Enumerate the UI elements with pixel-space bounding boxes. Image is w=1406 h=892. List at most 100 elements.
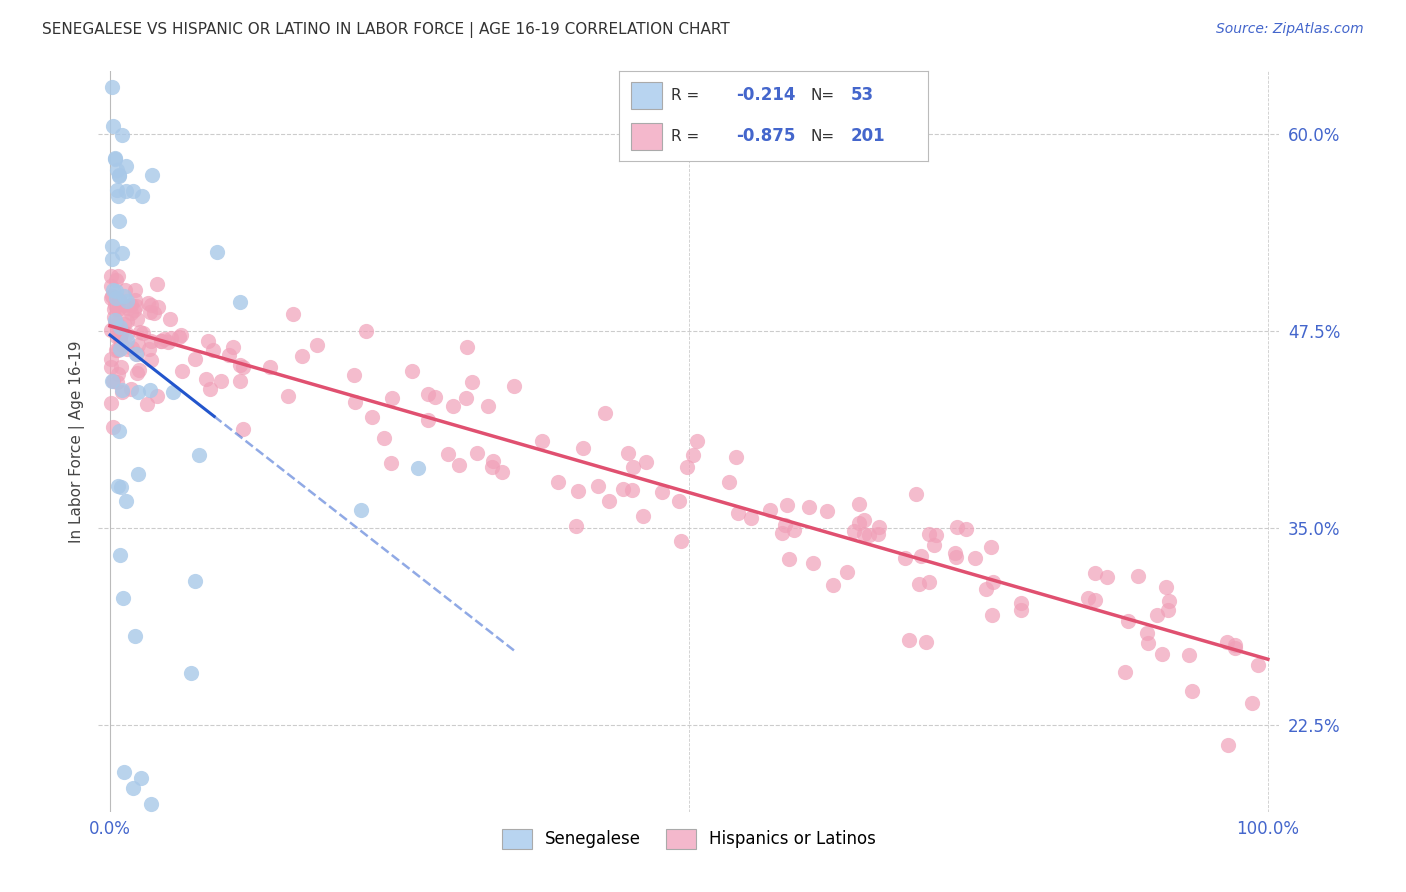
Point <box>835 566 858 580</box>
Point <box>1241 696 1264 710</box>
Point <box>565 519 588 533</box>
Point <box>110 245 132 260</box>
Point <box>778 552 800 566</box>
Point <box>914 635 936 649</box>
Point <box>100 360 122 375</box>
Point <box>138 305 160 319</box>
Point <box>107 301 129 316</box>
Point <box>104 291 127 305</box>
Point <box>229 358 252 372</box>
Point <box>127 366 149 380</box>
Point <box>100 396 122 410</box>
Point <box>595 406 617 420</box>
Point <box>159 312 181 326</box>
Point <box>481 460 503 475</box>
Point <box>115 159 138 173</box>
Point <box>291 349 314 363</box>
Point <box>117 314 139 328</box>
Point <box>307 338 329 352</box>
Point <box>853 527 876 541</box>
Point <box>104 343 127 358</box>
Point <box>105 163 128 178</box>
Point <box>218 348 240 362</box>
Text: 201: 201 <box>851 128 886 145</box>
Point <box>138 383 160 397</box>
Point <box>104 285 127 299</box>
Point <box>198 382 221 396</box>
Point <box>115 327 138 342</box>
Point <box>139 334 162 348</box>
Point <box>125 299 148 313</box>
Point <box>1137 636 1160 650</box>
Point <box>981 607 1004 622</box>
Point <box>136 296 159 310</box>
Point <box>361 410 384 425</box>
Point <box>894 550 917 565</box>
Point <box>477 399 499 413</box>
Point <box>416 413 439 427</box>
Point <box>1223 638 1246 652</box>
Point <box>120 306 142 320</box>
Point <box>868 519 890 533</box>
Point <box>759 503 782 517</box>
Point <box>104 316 127 330</box>
Point <box>115 293 138 308</box>
Point <box>922 538 945 552</box>
Point <box>981 574 1004 589</box>
Point <box>110 337 132 351</box>
Point <box>668 493 690 508</box>
Point <box>120 297 142 311</box>
Point <box>449 458 471 472</box>
Point <box>122 184 145 198</box>
Point <box>425 390 447 404</box>
Text: -0.214: -0.214 <box>737 87 796 104</box>
Point <box>1126 569 1149 583</box>
Point <box>852 513 875 527</box>
Point <box>105 322 128 336</box>
Point <box>1156 580 1178 594</box>
Point <box>124 629 146 643</box>
Point <box>686 434 709 449</box>
Point <box>1216 738 1239 752</box>
Point <box>907 577 929 591</box>
Y-axis label: In Labor Force | Age 16-19: In Labor Force | Age 16-19 <box>69 340 84 543</box>
Point <box>107 424 129 438</box>
Point <box>727 506 749 520</box>
Point <box>381 391 404 405</box>
Point <box>547 475 569 489</box>
Legend: Senegalese, Hispanics or Latinos: Senegalese, Hispanics or Latinos <box>495 822 883 855</box>
FancyBboxPatch shape <box>631 82 662 109</box>
Point <box>114 283 136 297</box>
Point <box>974 582 997 596</box>
Point <box>156 335 179 350</box>
Point <box>844 524 866 538</box>
Point <box>460 375 482 389</box>
Point <box>100 351 122 366</box>
Text: N=: N= <box>810 88 835 103</box>
Point <box>128 363 150 377</box>
Point <box>125 347 148 361</box>
Point <box>108 293 131 307</box>
Point <box>108 168 131 182</box>
Point <box>1114 665 1136 679</box>
Point <box>1084 592 1107 607</box>
Point <box>122 781 145 796</box>
Text: N=: N= <box>810 129 835 144</box>
Point <box>150 334 173 348</box>
Point <box>108 343 131 357</box>
Point <box>150 334 173 348</box>
Point <box>650 484 672 499</box>
Point <box>100 239 122 253</box>
Point <box>105 317 128 331</box>
Point <box>131 189 153 203</box>
Point <box>503 379 526 393</box>
Point <box>925 528 948 542</box>
Point <box>139 352 162 367</box>
Point <box>675 460 697 475</box>
Point <box>232 359 254 374</box>
Point <box>797 500 820 514</box>
Point <box>1084 566 1107 580</box>
Point <box>866 527 889 541</box>
Point <box>718 475 741 490</box>
Point <box>172 364 194 378</box>
